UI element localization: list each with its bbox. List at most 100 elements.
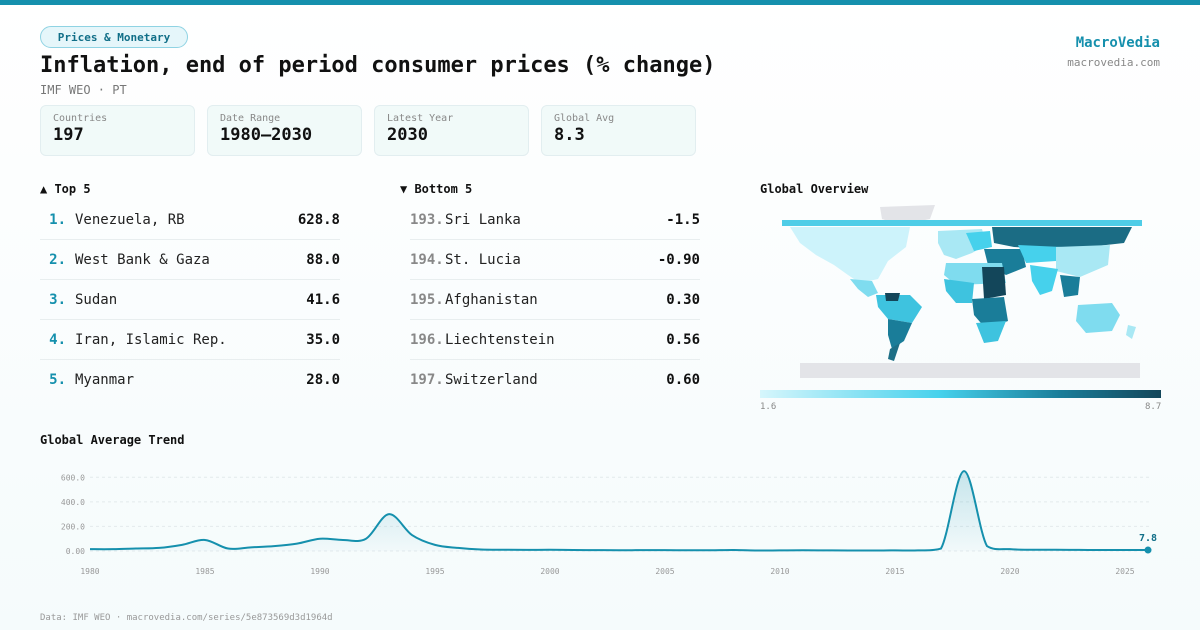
stat-label: Latest Year — [387, 113, 454, 124]
brand-name[interactable]: MacroVedia — [1075, 35, 1160, 51]
rank-number: 4. — [49, 331, 66, 348]
y-tick-label: 0.00 — [66, 547, 85, 556]
map-region-southeast-asia — [1060, 275, 1080, 297]
country-name: Venezuela, RB — [75, 211, 185, 228]
chart-x-ticks: 1980 1985 1990 1995 2000 2005 2010 2015 2020 2025 — [80, 567, 1134, 576]
list-item[interactable]: 193. Sri Lanka -1.5 — [410, 200, 700, 240]
country-name: Liechtenstein — [445, 331, 555, 348]
country-value: 88.0 — [306, 251, 340, 268]
page-title: Inflation, end of period consumer prices… — [40, 53, 716, 78]
map-color-legend — [760, 390, 1161, 398]
country-value: 35.0 — [306, 331, 340, 348]
x-tick-label: 1980 — [80, 567, 99, 576]
legend-min-label: 1.6 — [760, 402, 777, 412]
map-region-venezuela — [885, 293, 900, 301]
list-item[interactable]: 196. Liechtenstein 0.56 — [410, 320, 700, 360]
list-item[interactable]: 5. Myanmar 28.0 — [40, 360, 340, 400]
x-tick-label: 2000 — [540, 567, 559, 576]
list-item[interactable]: 3. Sudan 41.6 — [40, 280, 340, 320]
x-tick-label: 2020 — [1000, 567, 1019, 576]
list-item[interactable]: 4. Iran, Islamic Rep. 35.0 — [40, 320, 340, 360]
map-region-south-america-north — [876, 295, 922, 323]
trend-heading: Global Average Trend — [40, 433, 185, 447]
country-value: 0.56 — [666, 331, 700, 348]
x-tick-label: 2025 — [1115, 567, 1134, 576]
rank-number: 2. — [49, 251, 66, 268]
country-name: Sudan — [75, 291, 118, 308]
map-region-southern-africa — [976, 321, 1006, 343]
map-region-south-america-south — [888, 319, 912, 349]
trend-last-point[interactable] — [1144, 546, 1152, 554]
map-region-central-america — [850, 279, 878, 297]
footer-source: Data: IMF WEO · macrovedia.com/series/5e… — [40, 613, 333, 623]
rank-number: 197. — [410, 372, 444, 388]
country-name: Myanmar — [75, 372, 135, 388]
country-name: St. Lucia — [445, 251, 521, 268]
rank-number: 196. — [410, 331, 444, 348]
legend-max-label: 8.7 — [1145, 402, 1162, 412]
x-tick-label: 1985 — [195, 567, 214, 576]
map-region-south-asia — [1030, 265, 1058, 295]
rank-number: 195. — [410, 291, 444, 308]
list-item[interactable]: 2. West Bank & Gaza 88.0 — [40, 240, 340, 280]
map-region-west-africa — [944, 279, 974, 303]
category-badge[interactable]: Prices & Monetary — [40, 26, 188, 48]
chart-y-ticks: 0.00 200.0 400.0 600.0 — [61, 473, 85, 556]
map-region-antarctica — [800, 363, 1140, 378]
list-item[interactable]: 194. St. Lucia -0.90 — [410, 240, 700, 280]
list-item[interactable]: 1. Venezuela, RB 628.8 — [40, 200, 340, 240]
rank-number: 3. — [49, 291, 66, 308]
map-region-east-asia — [1056, 245, 1110, 277]
top-accent-bar — [0, 0, 1200, 5]
world-choropleth-map[interactable] — [760, 203, 1161, 385]
stat-value: 1980–2030 — [220, 125, 313, 145]
stat-card-latest-year: Latest Year 2030 — [374, 105, 529, 156]
stat-value: 8.3 — [554, 125, 585, 145]
chart-gridlines — [90, 476, 1150, 552]
country-value: 0.30 — [666, 291, 700, 308]
trend-line — [89, 470, 1149, 552]
trend-area — [90, 471, 1148, 551]
stat-label: Date Range — [220, 113, 281, 124]
stat-card-global-avg: Global Avg 8.3 — [541, 105, 696, 156]
x-tick-label: 1990 — [310, 567, 329, 576]
map-region-australia — [1076, 303, 1120, 333]
map-region-north-america — [790, 227, 910, 283]
y-tick-label: 600.0 — [61, 473, 85, 482]
rank-number: 1. — [49, 211, 66, 228]
map-region-central-africa — [972, 297, 1008, 329]
country-value: -0.90 — [657, 251, 700, 268]
country-value: 28.0 — [306, 372, 340, 388]
top5-heading: ▲ Top 5 — [40, 182, 91, 196]
country-name: Sri Lanka — [445, 211, 521, 228]
country-value: 41.6 — [306, 291, 340, 308]
map-region-sudan — [982, 267, 1006, 299]
list-item[interactable]: 197. Switzerland 0.60 — [410, 360, 700, 400]
trend-chart[interactable]: 0.00 200.0 400.0 600.0 1980 1985 1990 1995 2000… — [40, 455, 1160, 585]
stat-value: 197 — [53, 125, 84, 145]
page-subtitle: IMF WEO · PT — [40, 83, 127, 97]
list-item[interactable]: 195. Afghanistan 0.30 — [410, 280, 700, 320]
country-name: West Bank & Gaza — [75, 251, 210, 268]
map-region-central-asia — [1018, 245, 1062, 263]
rank-number: 5. — [49, 372, 66, 388]
bottom5-heading: ▼ Bottom 5 — [400, 182, 473, 196]
country-value: -1.5 — [666, 211, 700, 228]
map-heading: Global Overview — [760, 182, 869, 196]
brand-url[interactable]: macrovedia.com — [1067, 56, 1160, 69]
map-region-russia — [992, 227, 1132, 249]
bottom5-list: 193. Sri Lanka -1.5 194. St. Lucia -0.90… — [410, 200, 700, 400]
x-tick-label: 1995 — [425, 567, 444, 576]
stat-label: Countries — [53, 113, 108, 124]
x-tick-label: 2010 — [770, 567, 789, 576]
top5-list: 1. Venezuela, RB 628.8 2. West Bank & Ga… — [40, 200, 340, 400]
y-tick-label: 400.0 — [61, 498, 85, 507]
trend-last-label: 7.8 — [1139, 533, 1157, 544]
x-tick-label: 2015 — [885, 567, 904, 576]
world-map-svg — [782, 205, 1142, 378]
country-name: Afghanistan — [445, 291, 538, 308]
rank-number: 194. — [410, 251, 444, 268]
country-name: Iran, Islamic Rep. — [75, 331, 227, 348]
map-region-eastern-europe — [966, 231, 992, 251]
x-tick-label: 2005 — [655, 567, 674, 576]
